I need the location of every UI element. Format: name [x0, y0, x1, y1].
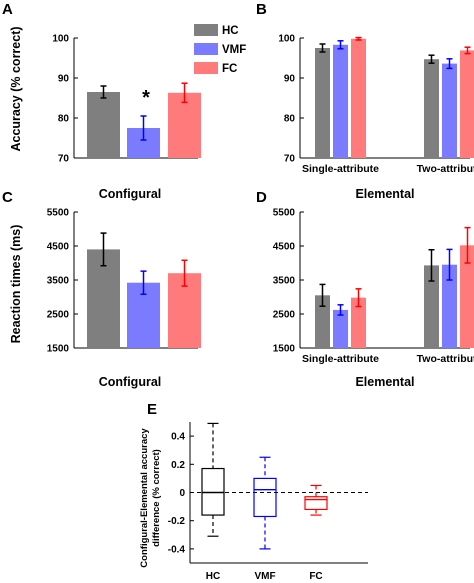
significance-asterisk: *: [142, 87, 150, 109]
panel-b-bar-fc-0: [351, 38, 366, 158]
legend-label-hc: HC: [222, 25, 239, 37]
panel-d-ytick-label-3: 4500: [273, 242, 296, 253]
panel-e-category-label-1: VMF: [254, 571, 275, 582]
panel-d-bar-vmf-1: [442, 264, 457, 348]
panel-d-ytick-label-1: 2500: [273, 310, 296, 321]
panel-c-chart: 1500 2500 3500 4500 5500: [47, 208, 201, 355]
panel-b-ytick-label-2: 90: [284, 74, 296, 85]
panel-d-category-label-1: Two-attribute: [417, 353, 474, 365]
panel-letter-a: A: [2, 1, 13, 18]
panel-d-bar-fc-0: [351, 297, 366, 348]
panel-c-ytick-label-3: 4500: [47, 242, 70, 253]
panel-d-ytick-label-0: 1500: [273, 344, 296, 355]
panel-a-bar-fc: [168, 92, 201, 158]
panel-e-box-vmf-iqr: [253, 477, 277, 518]
legend-label-fc: FC: [222, 63, 237, 75]
panel-e-box-fc-iqr: [304, 496, 328, 511]
panel-d-bar-vmf-0: [333, 309, 348, 348]
panel-e-ytick-label-3: 0.2: [171, 460, 185, 471]
panel-a-chart: 70 80 90 100: [52, 34, 201, 165]
panel-e-chart: -0.4 -0.2 0 0.2 0.4 HC VMF FC: [168, 422, 368, 582]
panel-c-ylabel: Reaction times (ms): [9, 225, 23, 344]
panel-e-ytick-label-2: 0: [179, 488, 185, 499]
panel-c-ytick-label-2: 3500: [47, 276, 70, 287]
panel-a-ytick-label-2: 90: [58, 74, 70, 85]
panel-a-bar-hc: [87, 92, 120, 158]
panel-e-ylabel-line1: Configural-Elemental accuracy: [139, 428, 150, 568]
panel-e-ytick-label-4: 0.4: [171, 432, 185, 443]
panel-b-bar-vmf-0: [333, 44, 348, 158]
panel-b-category-label-0: Single-attribute: [302, 163, 379, 175]
panel-e-category-label-0: HC: [206, 571, 220, 582]
panel-d-bar-fc-1: [460, 245, 474, 348]
panel-c-ytick-label-0: 1500: [47, 344, 70, 355]
panel-d-bar-hc-0: [315, 295, 330, 348]
legend: HC VMF FC: [194, 24, 246, 75]
panel-e-box-hc-iqr: [201, 467, 225, 516]
panel-letter-b: B: [256, 1, 267, 18]
panel-a-xlabel: Configural: [99, 187, 162, 201]
panel-b-ytick-label-0: 70: [284, 154, 296, 165]
panel-b-bar-vmf-1: [442, 63, 457, 158]
legend-swatch-vmf: [194, 43, 218, 55]
panel-c-ytick-label-4: 5500: [47, 208, 70, 219]
legend-swatch-fc: [194, 62, 218, 74]
panel-d-xlabel: Elemental: [355, 375, 414, 389]
panel-d-ytick-label-4: 5500: [273, 208, 296, 219]
panel-b-category-label-1: Two-attribute: [417, 163, 474, 175]
panel-e-ytick-label-1: -0.2: [168, 516, 186, 527]
panel-d-chart: 1500 2500 3500 4500 5500 Single-attribute Two-…: [273, 208, 474, 365]
panel-d-ytick-label-2: 3500: [273, 276, 296, 287]
legend-label-vmf: VMF: [222, 44, 246, 56]
panel-e-ytick-label-0: -0.4: [168, 544, 186, 555]
panel-b-xlabel: Elemental: [355, 187, 414, 201]
panel-b-bar-hc-1: [424, 59, 439, 159]
panel-c-ytick-label-1: 2500: [47, 310, 70, 321]
panel-letter-e: E: [147, 401, 157, 418]
panel-d-bar-hc-1: [424, 265, 439, 348]
panel-a-ylabel: Accuracy (% correct): [9, 26, 23, 151]
panel-letter-d: D: [256, 189, 267, 206]
panel-a-ytick-label-0: 70: [58, 154, 70, 165]
panel-b-ytick-label-3: 100: [278, 34, 295, 45]
panel-letter-c: C: [2, 189, 13, 206]
panel-a-ytick-label-3: 100: [52, 34, 69, 45]
panel-b-bar-hc-0: [315, 48, 330, 158]
panel-d-category-label-0: Single-attribute: [302, 353, 379, 365]
panel-c-xlabel: Configural: [99, 375, 162, 389]
panel-b-chart: 70 80 90 100 Single-attribute Two-attribute: [278, 34, 474, 175]
panel-b-ytick-label-1: 80: [284, 114, 296, 125]
panel-e-category-label-2: FC: [309, 571, 322, 582]
panel-e-ylabel-line2: difference (% correct): [151, 449, 162, 547]
legend-swatch-hc: [194, 24, 218, 36]
panel-b-bar-fc-1: [460, 50, 474, 158]
panel-a-ytick-label-1: 80: [58, 114, 70, 125]
